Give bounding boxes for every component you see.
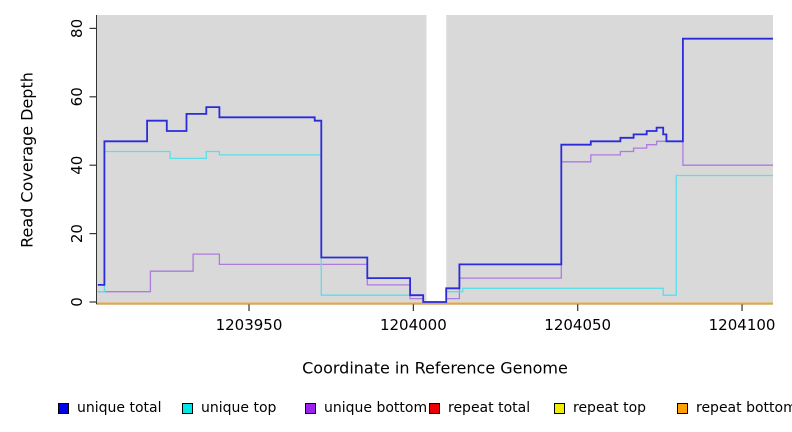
legend-item-repeat-top: repeat top: [554, 400, 646, 416]
legend-item-repeat-bottom: repeat bottom: [677, 400, 792, 416]
legend-swatch-repeat-top: [554, 402, 565, 414]
y-tick-label: 40: [68, 156, 86, 175]
x-tick-label: 1204100: [709, 316, 776, 334]
y-tick-label: 0: [68, 297, 86, 307]
legend-label: repeat top: [573, 400, 647, 416]
legend-swatch-unique-top: [182, 402, 193, 414]
legend-label: unique top: [201, 400, 277, 416]
y-tick-label: 80: [68, 19, 86, 38]
y-tick-label: 60: [68, 87, 86, 106]
legend-item-unique-top: unique top: [182, 400, 276, 416]
legend-swatch-unique-bottom: [305, 402, 316, 414]
x-tick-label: 1204050: [544, 316, 611, 334]
series-line-unique-top: [97, 150, 773, 303]
x-tick-label: 1203950: [216, 316, 283, 334]
legend: unique total unique top unique bottom repea…: [0, 400, 792, 422]
y-axis-title: Read Coverage Depth: [17, 72, 37, 248]
legend-item-unique-bottom: unique bottom: [305, 400, 427, 416]
legend-item-unique-total: unique total: [58, 400, 161, 416]
x-tick-label: 1204000: [380, 316, 447, 334]
legend-label: unique total: [77, 400, 162, 416]
coverage-gap-band: [426, 15, 447, 304]
series-line-unique-total: [97, 37, 773, 303]
legend-item-repeat-total: repeat total: [429, 400, 530, 416]
legend-label: repeat bottom: [696, 400, 792, 416]
legend-swatch-unique-total: [58, 402, 69, 414]
legend-swatch-repeat-bottom: [677, 402, 688, 414]
legend-label: unique bottom: [324, 400, 428, 416]
x-axis-title: Coordinate in Reference Genome: [302, 358, 568, 378]
legend-label: repeat total: [448, 400, 531, 416]
legend-swatch-repeat-total: [429, 402, 440, 414]
series-group: [97, 37, 773, 305]
y-tick-label: 20: [68, 224, 86, 243]
